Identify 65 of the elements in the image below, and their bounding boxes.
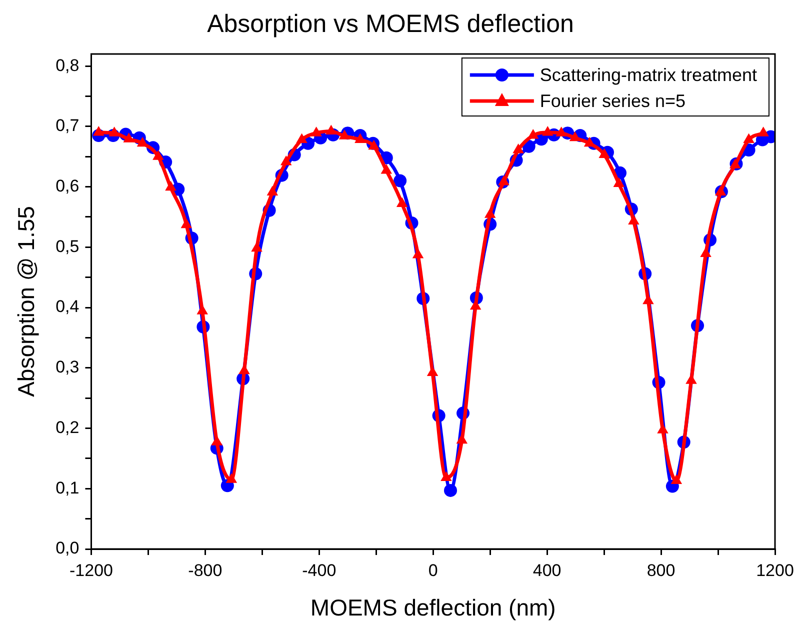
x-tick-label: 1200	[756, 560, 794, 580]
point	[196, 304, 208, 314]
x-tick-label: -400	[302, 560, 336, 580]
point	[440, 471, 452, 482]
point	[556, 126, 567, 136]
y-tick-label: 0,4	[56, 297, 80, 316]
legend-label: Fourier series n=5	[540, 90, 686, 111]
point	[108, 126, 120, 136]
x-tick-label: -1200	[69, 560, 113, 580]
point	[642, 294, 654, 304]
point	[584, 136, 596, 147]
point	[136, 136, 148, 147]
point	[498, 175, 510, 186]
point	[380, 164, 392, 174]
point	[180, 218, 192, 228]
point	[598, 148, 610, 158]
x-tick-label: 800	[646, 560, 676, 580]
point	[93, 126, 104, 136]
point	[484, 208, 496, 218]
point	[527, 128, 539, 139]
x-tick-label: -800	[188, 560, 222, 580]
point	[444, 484, 457, 497]
point	[670, 474, 682, 484]
y-tick-label: 0,3	[56, 358, 80, 377]
y-tick-label: 0,6	[56, 176, 80, 196]
legend-label: Scattering-matrix treatment	[540, 64, 758, 85]
point	[368, 140, 380, 150]
point	[338, 130, 350, 140]
point	[542, 126, 554, 136]
point	[412, 248, 424, 258]
point	[758, 126, 769, 136]
point	[280, 156, 292, 166]
point	[613, 177, 624, 188]
point	[628, 214, 640, 224]
y-tick-label: 0,8	[56, 56, 80, 75]
point	[700, 247, 712, 258]
y-tick-label: 0,2	[56, 418, 80, 437]
y-tick-label: 0,7	[56, 116, 80, 136]
point	[266, 186, 278, 196]
point	[396, 197, 408, 207]
point	[657, 424, 668, 434]
point	[394, 174, 407, 188]
chart-title: Absorption vs MOEMS deflection	[207, 10, 574, 38]
point	[123, 132, 134, 142]
point	[226, 473, 238, 483]
x-axis-title: MOEMS deflection (nm)	[310, 594, 556, 621]
y-tick-label: 0,5	[56, 236, 80, 256]
point	[512, 143, 524, 154]
point	[686, 374, 697, 384]
x-tick-label: 0	[428, 560, 438, 580]
y-tick-label: 0,0	[56, 538, 80, 558]
point	[152, 150, 164, 160]
point	[165, 180, 176, 191]
y-axis-title: Absorption @ 1.55	[13, 206, 40, 397]
point	[354, 133, 366, 143]
point	[310, 126, 322, 136]
point	[211, 436, 223, 446]
point	[743, 133, 754, 143]
point	[296, 133, 308, 143]
point	[251, 242, 262, 252]
point	[325, 124, 337, 135]
point	[569, 131, 581, 142]
x-tick-label: 400	[532, 560, 562, 580]
y-tick-label: 0,1	[56, 478, 80, 498]
point	[714, 186, 726, 196]
